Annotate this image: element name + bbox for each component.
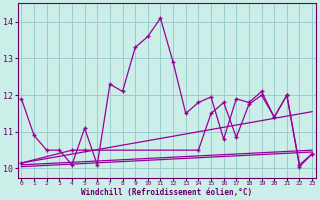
X-axis label: Windchill (Refroidissement éolien,°C): Windchill (Refroidissement éolien,°C) bbox=[81, 188, 252, 197]
